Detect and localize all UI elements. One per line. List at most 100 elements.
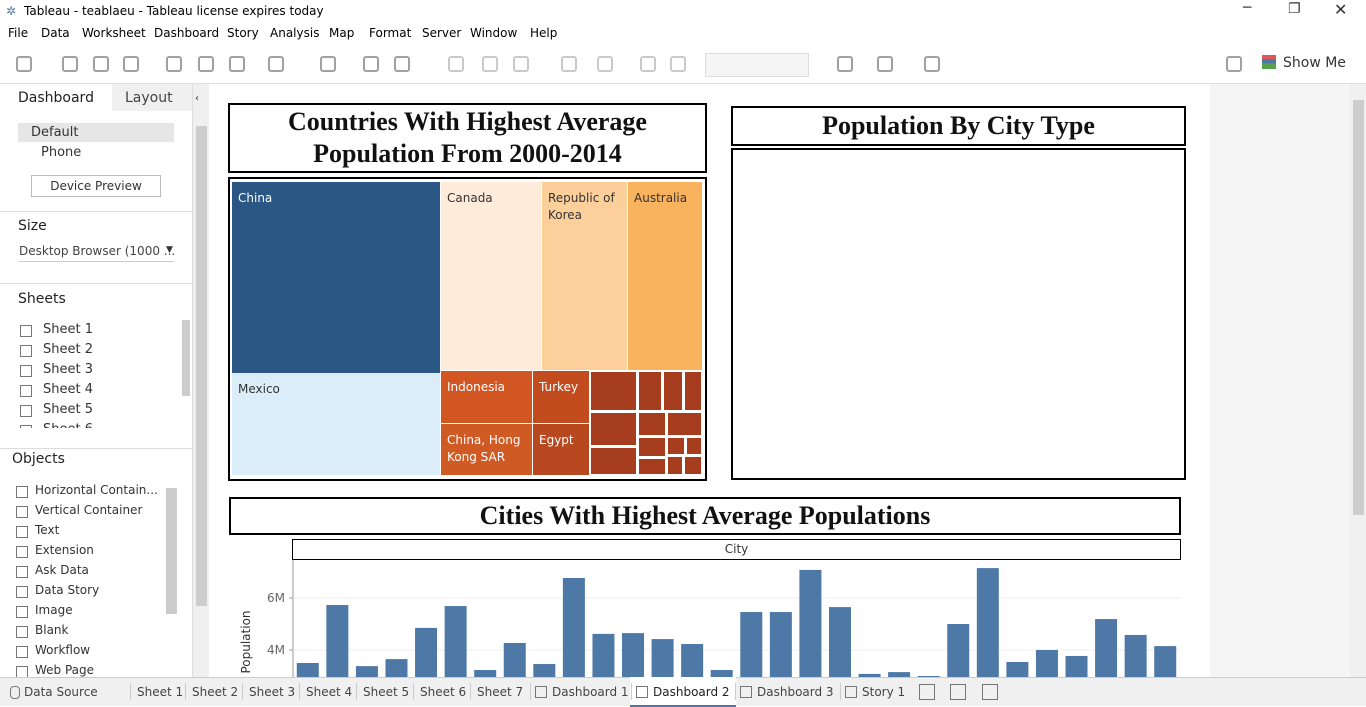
sheet-item[interactable]: Sheet 4	[43, 382, 93, 397]
sheet-tab[interactable]: Sheet 4	[306, 685, 353, 699]
menu-item[interactable]: Story	[227, 26, 259, 40]
menu-item[interactable]: Analysis	[270, 26, 320, 40]
toolbar-button[interactable]	[229, 56, 245, 72]
sheet-tab[interactable]: Sheet 6	[420, 685, 467, 699]
layout-tab[interactable]: Layout	[125, 90, 173, 106]
toolbar-button[interactable]	[482, 56, 498, 72]
sheet-tab[interactable]: Sheet 1	[137, 685, 184, 699]
toolbar-button[interactable]	[123, 56, 139, 72]
object-item[interactable]: Image	[35, 603, 73, 617]
object-icon	[16, 506, 28, 518]
device-item[interactable]: Default	[31, 125, 79, 140]
sheet-tab[interactable]: Dashboard 2	[653, 685, 730, 699]
scroll-thumb[interactable]	[182, 320, 190, 396]
scroll-thumb[interactable]	[166, 488, 177, 614]
object-item[interactable]: Workflow	[35, 643, 91, 657]
divider	[0, 211, 192, 212]
object-item[interactable]: Extension	[35, 543, 94, 557]
scroll-thumb[interactable]	[196, 126, 207, 606]
sheet-tab[interactable]: Story 1	[862, 685, 906, 699]
sheet-tab[interactable]: Sheet 3	[249, 685, 296, 699]
sheet-item[interactable]: Sheet 6	[43, 422, 93, 428]
toolbar-button[interactable]	[448, 56, 464, 72]
menu-item[interactable]: Map	[329, 26, 355, 40]
toolbar-button[interactable]	[198, 56, 214, 72]
device-preview-button[interactable]: Device Preview	[31, 175, 161, 197]
object-item[interactable]: Web Page	[35, 663, 95, 677]
minimize-button[interactable]: ─	[1243, 0, 1252, 16]
toolbar-button[interactable]	[394, 56, 410, 72]
bar	[1124, 634, 1147, 677]
toolbar-button[interactable]	[837, 56, 853, 72]
sheet-tab[interactable]: Sheet 5	[363, 685, 410, 699]
toolbar-button[interactable]	[513, 56, 529, 72]
collapse-arrow[interactable]: ‹	[195, 93, 199, 104]
sheet-tab[interactable]: Dashboard 3	[757, 685, 834, 699]
restore-button[interactable]: ❐	[1288, 1, 1301, 17]
close-button[interactable]: ✕	[1334, 0, 1348, 19]
bar	[622, 633, 645, 677]
treemap-cell	[638, 437, 666, 457]
object-item[interactable]: Blank	[35, 623, 69, 637]
sheet-tab[interactable]: Data Source	[24, 685, 98, 699]
sheet-tab[interactable]: Sheet 2	[192, 685, 239, 699]
toolbar-button[interactable]	[363, 56, 379, 72]
menu-item[interactable]: Format	[369, 26, 412, 40]
sheet-item[interactable]: Sheet 1	[43, 322, 93, 337]
bar	[858, 673, 881, 677]
tab-icon	[845, 686, 857, 698]
object-item[interactable]: Vertical Container	[35, 503, 143, 517]
sheet-item[interactable]: Sheet 5	[43, 402, 93, 417]
object-icon	[16, 606, 28, 618]
toolbar-button[interactable]	[1226, 56, 1242, 72]
toolbar-button[interactable]	[320, 56, 336, 72]
new-tab-button[interactable]	[919, 684, 935, 700]
new-tab-button[interactable]	[950, 684, 966, 700]
bar	[1065, 655, 1088, 677]
size-dropdown[interactable]: Desktop Browser (1000 ...	[19, 244, 175, 262]
treemap-cell: China	[232, 182, 440, 373]
toolbar-button[interactable]	[640, 56, 656, 72]
menu-item[interactable]: File	[8, 26, 29, 40]
toolbar-button[interactable]	[62, 56, 78, 72]
object-item[interactable]: Data Story	[35, 583, 100, 597]
tab-separator	[242, 683, 243, 700]
show-me-button[interactable]: Show Me	[1283, 55, 1346, 71]
bar	[710, 670, 733, 677]
device-item[interactable]: Phone	[41, 145, 82, 160]
object-item[interactable]: Text	[35, 523, 60, 537]
menu-item[interactable]: Server	[422, 26, 462, 40]
menu-item[interactable]: Help	[530, 26, 558, 40]
menu-item[interactable]: Window	[470, 26, 518, 40]
treemap-cell	[663, 371, 683, 411]
menu-item[interactable]: Data	[41, 26, 70, 40]
object-list: Horizontal Contain... Vertical Container T…	[0, 480, 162, 677]
toolbar-button[interactable]	[268, 56, 284, 72]
toolbar-button[interactable]	[670, 56, 686, 72]
bar	[917, 676, 940, 677]
canvas-margin	[1210, 84, 1350, 677]
new-tab-button[interactable]	[982, 684, 998, 700]
toolbar-button[interactable]	[924, 56, 940, 72]
toolbar-button[interactable]	[16, 56, 32, 72]
toolbar-button[interactable]	[877, 56, 893, 72]
sheet-item[interactable]: Sheet 2	[43, 342, 93, 357]
menu-item[interactable]: Worksheet	[82, 26, 146, 40]
treemap-title: Countries With Highest Average Populatio…	[228, 103, 707, 173]
toolbar-button[interactable]	[597, 56, 613, 72]
toolbar-button[interactable]	[166, 56, 182, 72]
treemap-cell	[667, 412, 702, 436]
toolbar-dropdown[interactable]	[705, 53, 809, 77]
toolbar-button[interactable]	[93, 56, 109, 72]
object-item[interactable]: Horizontal Contain...	[35, 483, 158, 497]
sheet-item[interactable]: Sheet 3	[43, 362, 93, 377]
sheet-tab[interactable]: Sheet 7	[477, 685, 524, 699]
scroll-thumb[interactable]	[1353, 100, 1364, 515]
sheet-icon	[20, 345, 32, 357]
menu-item[interactable]: Dashboard	[154, 26, 220, 40]
object-item[interactable]: Ask Data	[35, 563, 89, 577]
sheet-tab[interactable]: Dashboard 1	[552, 685, 629, 699]
toolbar-button[interactable]	[561, 56, 577, 72]
dashboard-tab[interactable]: Dashboard	[18, 90, 94, 106]
sheet-icon	[20, 405, 32, 417]
